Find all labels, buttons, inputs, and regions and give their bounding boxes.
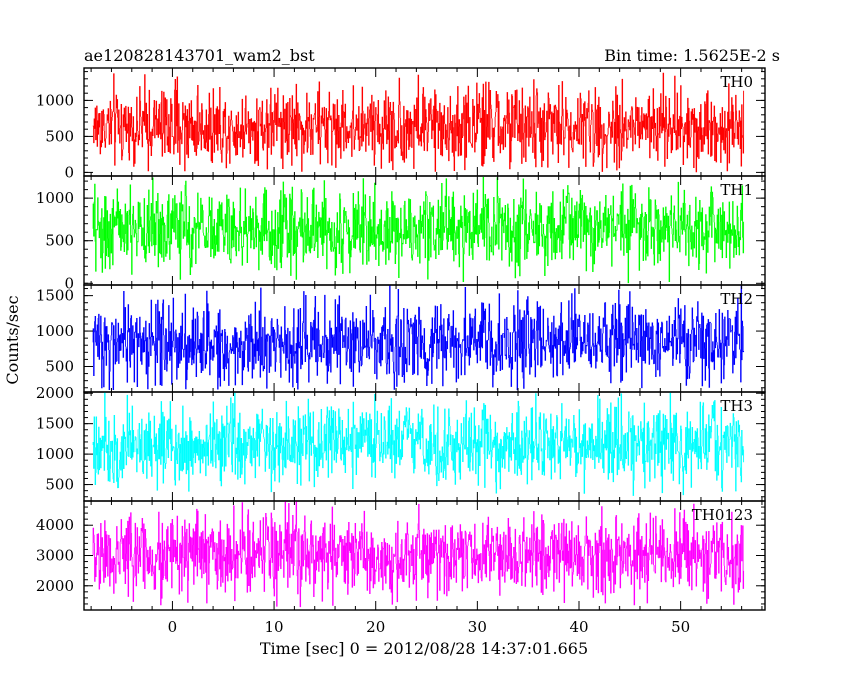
panel-label-th3: TH3 [720, 397, 753, 415]
panel-label-th2: TH2 [720, 290, 753, 308]
y-tick-label: 1000 [36, 322, 74, 340]
y-tick-label: 0 [64, 274, 74, 292]
y-tick-label: 2000 [36, 384, 74, 402]
x-tick-label: 10 [265, 618, 284, 636]
series-th1-trace [92, 176, 745, 284]
y-tick-label: 1000 [36, 91, 74, 109]
y-tick-label: 500 [45, 476, 74, 494]
y-tick-label: 1000 [36, 189, 74, 207]
y-tick-label: 1500 [36, 415, 74, 433]
series-th0123-trace [92, 501, 745, 608]
series-th3-trace [92, 392, 745, 496]
y-tick-label: 3000 [36, 547, 74, 565]
y-tick-label: 1500 [36, 287, 74, 305]
panel-th0: 0 500 1000 TH0 [36, 67, 766, 181]
y-tick-label: 2000 [36, 577, 74, 595]
x-tick-label: 20 [366, 618, 385, 636]
y-tick-label: 0 [64, 163, 74, 181]
panel-th2: 500 1000 1500 TH2 [36, 284, 766, 393]
series-th2-trace [92, 285, 745, 391]
x-axis-title: Time [sec] 0 = 2012/08/28 14:37:01.665 [260, 639, 588, 658]
panel-th1: 0 500 1000 TH1 [36, 175, 766, 292]
y-tick-label: 500 [45, 357, 74, 375]
panel-th0123: 2000 3000 4000 TH0123 [36, 500, 766, 611]
y-tick-label: 500 [45, 232, 74, 250]
y-tick-label: 500 [45, 127, 74, 145]
series-th0-trace [92, 72, 745, 173]
x-tick-label: 0 [168, 618, 178, 636]
y-axis-title: Counts/sec [3, 295, 22, 384]
panel-label-th0: TH0 [720, 73, 753, 91]
panel-th3: 500 1000 1500 2000 TH3 [36, 384, 766, 502]
panel-label-th1: TH1 [720, 181, 753, 199]
x-tick-label: 40 [569, 618, 588, 636]
y-tick-label: 4000 [36, 516, 74, 534]
x-tick-label: 50 [671, 618, 690, 636]
panel-label-th0123: TH0123 [692, 506, 753, 524]
x-tick-label: 30 [468, 618, 487, 636]
bin-time-label: Bin time: 1.5625E-2 s [604, 46, 780, 65]
chart-title: ae120828143701_wam2_bst [84, 46, 315, 65]
y-tick-label: 1000 [36, 445, 74, 463]
